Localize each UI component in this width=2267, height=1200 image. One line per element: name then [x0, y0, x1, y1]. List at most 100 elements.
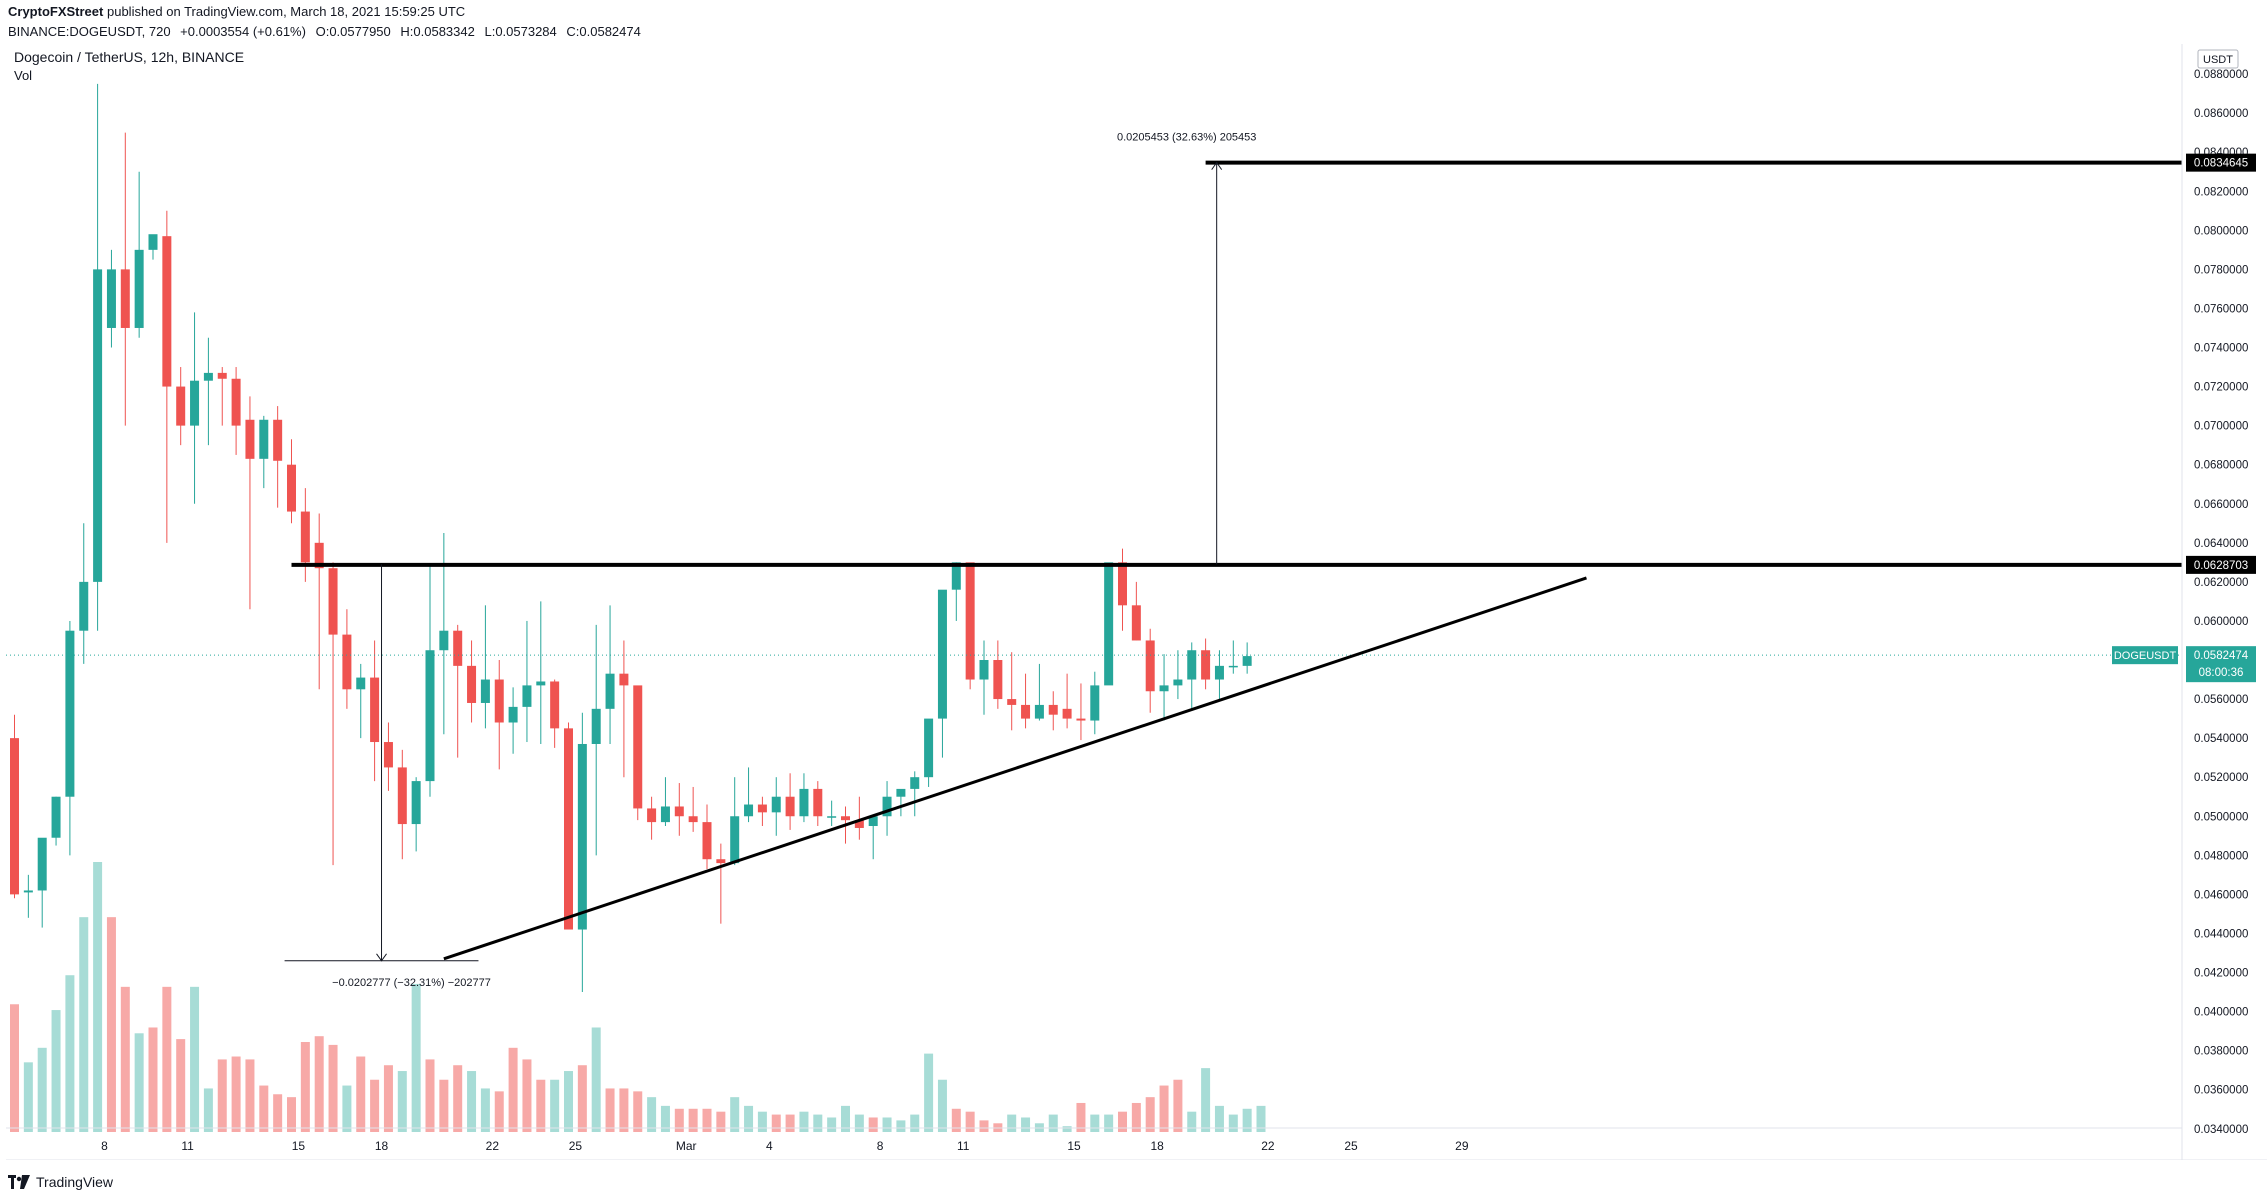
last-price-tag — [2186, 646, 2256, 683]
price-tick-label: 0.0800000 — [2194, 225, 2248, 237]
candle-body — [785, 796, 795, 817]
volume-bar — [1214, 1105, 1224, 1132]
volume-bar — [79, 917, 89, 1132]
price-tick-label: 0.0480000 — [2194, 850, 2248, 862]
high-value: 0.0583342 — [413, 24, 475, 39]
volume-bar — [1159, 1085, 1169, 1132]
candle-body — [1062, 708, 1072, 719]
candle-body — [1242, 656, 1252, 666]
last-price-text: 0.0582474 — [2194, 650, 2249, 662]
volume-bar — [854, 1114, 864, 1132]
candle-body — [120, 269, 130, 328]
candle-body — [841, 816, 850, 821]
candle-body — [397, 767, 407, 825]
volume-bar — [383, 1065, 393, 1132]
volume-bar — [10, 1004, 19, 1132]
time-axis[interactable]: 8 11 15 18 22 25 Mar 4 8 11 15 18 22 25 29 — [101, 1139, 1469, 1153]
level-price-text: 0.0628703 — [2194, 560, 2248, 572]
candle-body — [813, 788, 823, 817]
time-tick-label: 25 — [569, 1139, 583, 1153]
volume-bar — [259, 1085, 269, 1132]
candle-body — [882, 796, 892, 817]
candle-body — [1090, 685, 1100, 721]
price-tick-label: 0.0640000 — [2194, 538, 2248, 550]
price-tick-label: 0.0700000 — [2194, 421, 2248, 433]
time-tick-label: 8 — [101, 1139, 108, 1153]
time-tick-label: 15 — [1067, 1139, 1081, 1153]
volume-bar — [1104, 1114, 1114, 1132]
volume-bar — [411, 983, 421, 1132]
volume-bar — [591, 1027, 601, 1132]
level-price-tag — [2186, 555, 2256, 574]
price-tick-label: 0.0780000 — [2194, 264, 2248, 276]
candle-body — [1201, 650, 1211, 680]
candle-body — [854, 820, 864, 828]
volume-bar — [550, 1079, 560, 1132]
author-name[interactable]: CryptoFXStreet — [8, 4, 104, 19]
plot-area[interactable] — [6, 44, 2182, 1160]
price-axis[interactable]: 0.08800000.08600000.08400000.08200000.08… — [2194, 69, 2248, 1136]
close-value: 0.0582474 — [579, 24, 641, 39]
volume-bar — [148, 1027, 158, 1132]
volume-bar — [245, 1059, 255, 1132]
volume-bar — [1228, 1114, 1238, 1132]
publish-line: CryptoFXStreet published on TradingView.… — [8, 4, 465, 19]
volume-bar — [882, 1117, 892, 1132]
candle-body — [480, 679, 490, 703]
volume-bar — [813, 1114, 823, 1132]
price-tick-label: 0.0740000 — [2194, 343, 2248, 355]
currency-badge[interactable]: USDT — [2197, 49, 2239, 69]
candle-body — [536, 681, 546, 686]
time-tick-label: 18 — [375, 1139, 389, 1153]
volume-bar — [564, 1071, 573, 1132]
candle-body — [453, 630, 463, 666]
price-tick-label: 0.0560000 — [2194, 694, 2248, 706]
candle-body — [688, 816, 698, 823]
candle-body — [1021, 704, 1031, 719]
countdown-text: 08:00:36 — [2199, 667, 2244, 679]
volume-bar — [799, 1111, 809, 1132]
candle-body — [148, 234, 158, 250]
candle-body — [702, 822, 712, 860]
candle-body — [439, 630, 449, 651]
volume-bar — [1090, 1114, 1100, 1132]
volume-bar — [217, 1059, 227, 1132]
candle-body — [65, 630, 75, 797]
price-tick-label: 0.0420000 — [2194, 968, 2248, 980]
candle-body — [1076, 718, 1086, 721]
candle-body — [273, 419, 283, 461]
candle-body — [314, 542, 324, 569]
volume-bar — [1007, 1114, 1017, 1132]
candle-body — [924, 718, 934, 778]
volume-bar — [577, 1065, 587, 1132]
volume-bar — [1048, 1114, 1058, 1132]
price-tick-label: 0.0880000 — [2194, 69, 2248, 81]
volume-bar — [1256, 1105, 1266, 1132]
measure-up-arrow — [1211, 161, 1223, 170]
time-tick-label: 29 — [1455, 1139, 1469, 1153]
ohlc-line: BINANCE:DOGEUSDT, 720 +0.0003554 (+0.61%… — [8, 24, 641, 39]
currency-badge-box[interactable] — [2197, 49, 2239, 69]
level-price-tag — [2186, 153, 2256, 172]
candle-body — [799, 788, 809, 817]
volume-bar — [688, 1108, 698, 1132]
price-tick-label: 0.0620000 — [2194, 577, 2248, 589]
candle-body — [716, 859, 726, 864]
candle-body — [937, 589, 947, 719]
volume-bar — [924, 1053, 934, 1132]
tradingview-logo[interactable]: TradingView — [8, 1174, 113, 1190]
candle-body — [328, 568, 338, 635]
volume-bar — [314, 1036, 324, 1132]
price-chart[interactable]: Dogecoin / TetherUS, 12h, BINANCE Vol −0… — [0, 0, 2267, 1160]
candle-body — [1173, 679, 1183, 686]
volume-bar — [660, 1105, 670, 1132]
volume-bar — [231, 1056, 241, 1132]
volume-bar — [910, 1114, 920, 1132]
volume-bar — [508, 1047, 518, 1132]
price-tick-label: 0.0340000 — [2194, 1124, 2248, 1136]
candle-body — [965, 562, 975, 680]
volume-bar — [716, 1111, 726, 1132]
candle-body — [342, 634, 352, 690]
time-tick-label: 11 — [957, 1139, 970, 1153]
volume-bar — [425, 1059, 435, 1132]
